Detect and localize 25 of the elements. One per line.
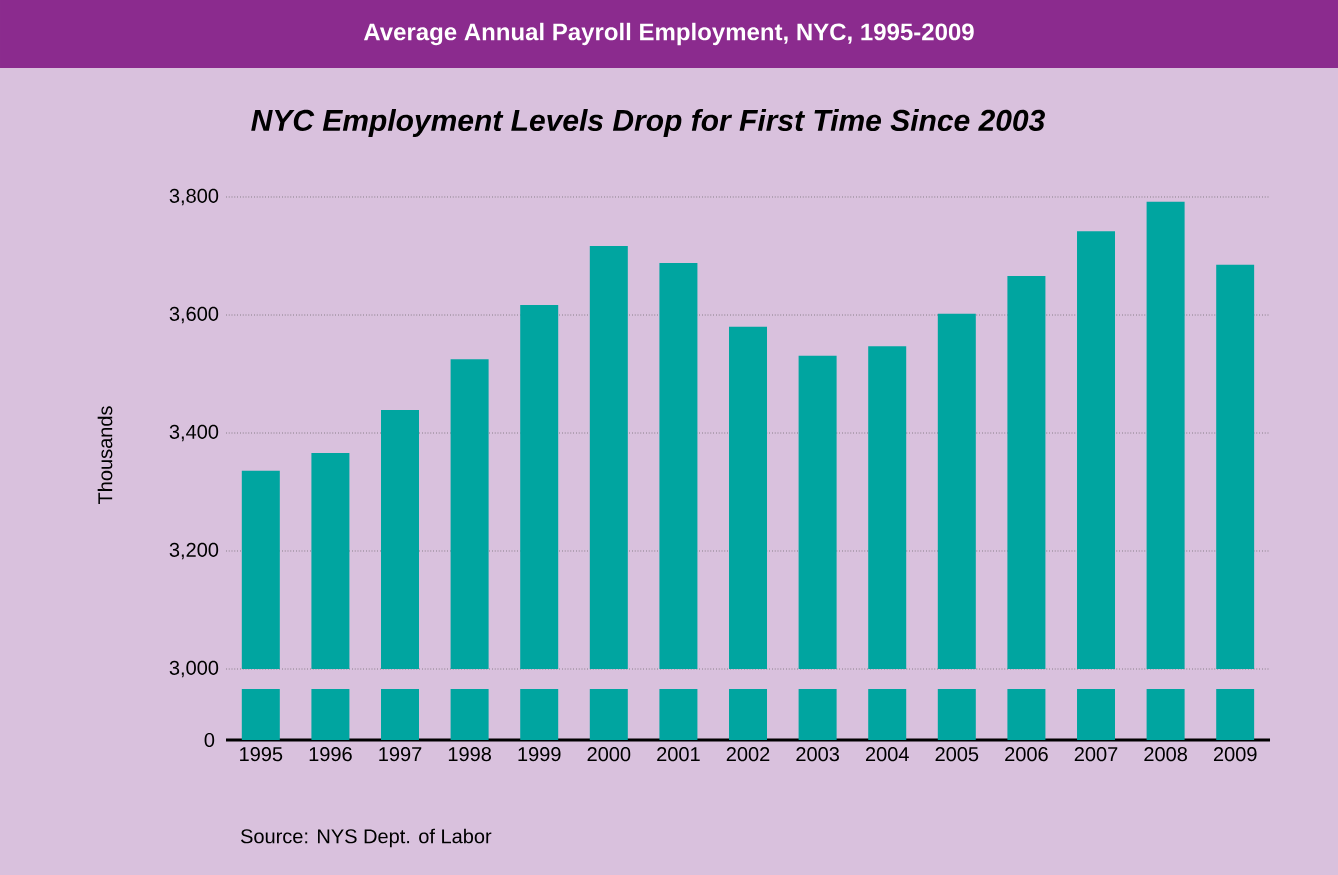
x-tick-label: 2001 <box>657 747 700 762</box>
text: 0 <box>204 732 215 748</box>
chart-subtitle: NYC Employment Levels Drop for First Time Since 2003 <box>251 109 1045 137</box>
source-note: Source: NYS Dept. of Labor <box>240 828 492 848</box>
x-tick-label: 1997 <box>379 747 422 762</box>
x-tick-label: 2006 <box>1005 747 1048 762</box>
x-tick-label: 1998 <box>448 747 491 762</box>
x-tick-label: 2008 <box>1144 747 1187 762</box>
y-axis-title: Thousands <box>97 406 113 505</box>
x-tick-label: 2004 <box>865 747 909 762</box>
y-tick-label: 3,200 <box>169 542 219 560</box>
x-tick-label: 2002 <box>726 747 770 762</box>
y-tick-label: 3,800 <box>169 188 219 206</box>
y-tick-label: 3,000 <box>169 660 219 678</box>
x-tick-label: 1999 <box>518 747 561 762</box>
y-tick-label: 3,400 <box>169 424 219 442</box>
x-tick-label: 1995 <box>240 747 283 762</box>
y-tick-label: 3,600 <box>169 306 219 324</box>
x-tick-label: 2000 <box>587 747 631 762</box>
x-tick-label: 2007 <box>1074 747 1118 762</box>
chart-title: Average Annual Payroll Employment, NYC, 1995-2009 <box>363 22 974 46</box>
x-tick-label: 1996 <box>309 747 352 762</box>
x-tick-label: 2009 <box>1213 747 1257 762</box>
x-tick-label: 2005 <box>935 747 979 762</box>
x-tick-label: 2003 <box>796 747 839 762</box>
